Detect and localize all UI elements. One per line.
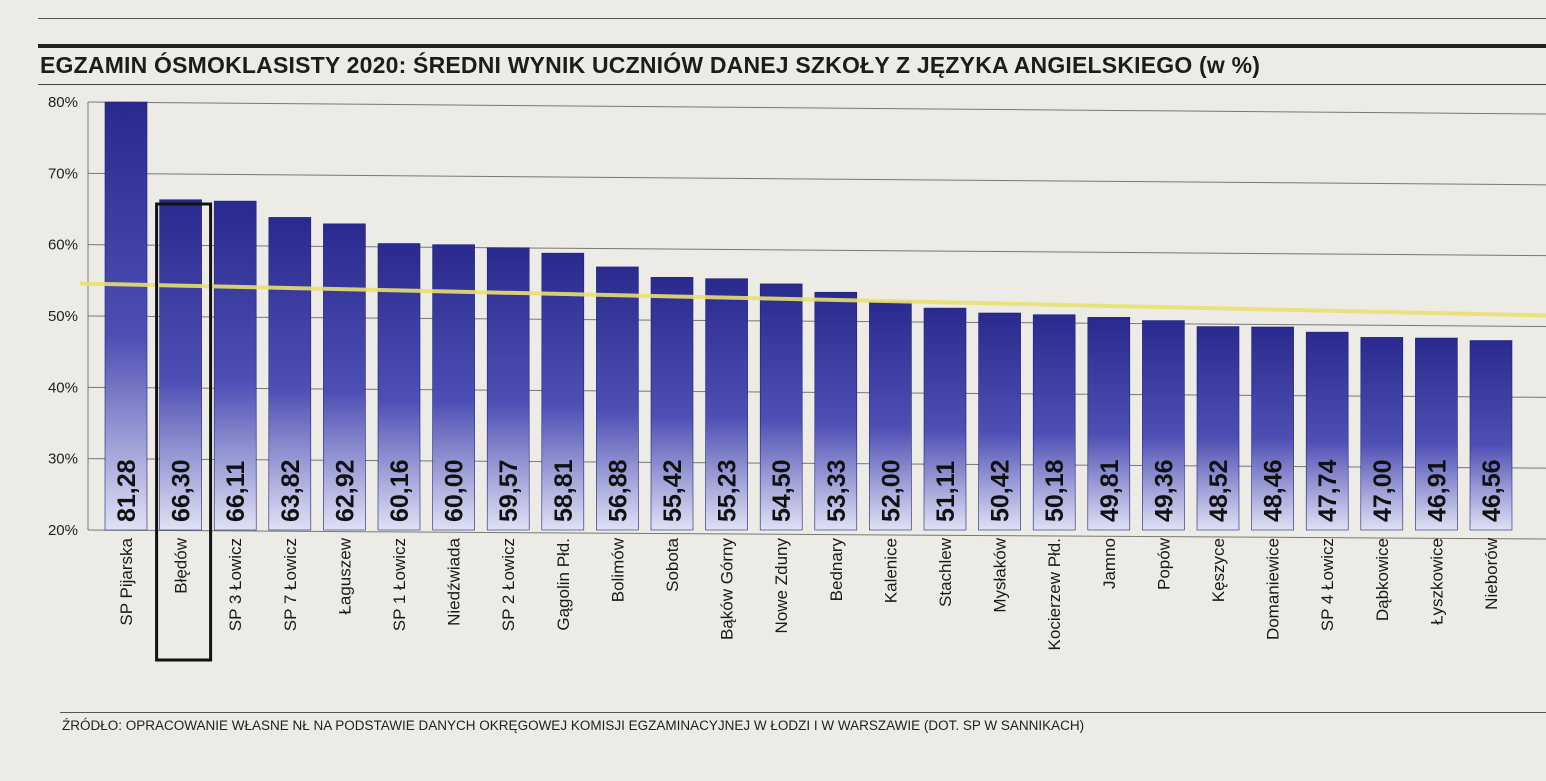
y-tick-label: 50% — [48, 308, 78, 325]
bar-value-label: 58,81 — [550, 459, 578, 522]
bar-value-label: 66,30 — [168, 459, 196, 522]
bar-value-label: 55,23 — [714, 459, 742, 522]
y-tick-label: 60% — [48, 237, 78, 254]
bar-value-label: 48,52 — [1205, 459, 1233, 522]
bar-value-label: 50,18 — [1041, 459, 1069, 522]
category-label: Jamno — [1100, 538, 1119, 589]
category-label: Błędów — [172, 537, 191, 593]
category-labels: SP Pijarska Błędów SP 3 Łowicz SP 7 Łowicz Ł… — [117, 537, 1501, 650]
bar-value-label: 49,81 — [1096, 459, 1124, 522]
bar-value-label: 66,11 — [222, 461, 250, 522]
bar — [104, 101, 148, 531]
bar-value-label: 50,42 — [987, 459, 1015, 522]
bar — [1305, 331, 1349, 531]
category-label: SP 7 Łowicz — [281, 538, 300, 631]
category-label: Bolimów — [608, 537, 627, 602]
bar-value-label: 48,46 — [1260, 459, 1288, 522]
category-label: SP 3 Łowicz — [226, 538, 245, 631]
bar — [1469, 340, 1513, 531]
bar — [1196, 326, 1240, 531]
category-label: Kęszyce — [1209, 538, 1228, 602]
bar-value-label: 54,50 — [768, 459, 796, 522]
category-label: Kocierzew Płd. — [1045, 538, 1064, 650]
bar — [268, 217, 312, 531]
category-label: Mysłaków — [991, 537, 1010, 612]
bar — [159, 199, 202, 531]
bars: 81,28 66,30 66,11 63,82 62,92 60,16 60,00 59,57… — [104, 101, 1513, 531]
bar-value-label: 47,00 — [1369, 459, 1397, 522]
bar — [923, 307, 967, 531]
bar-value-label: 47,74 — [1314, 459, 1342, 522]
bar-value-label: 55,42 — [659, 459, 687, 522]
average-line — [79, 281, 1546, 318]
bar-value-label: 60,00 — [441, 459, 469, 522]
category-label: Stachlew — [936, 537, 955, 607]
category-label: Nowe Zduny — [772, 538, 791, 634]
bar — [1251, 326, 1294, 531]
category-label: Sobota — [663, 537, 682, 591]
category-label: Dąbkowice — [1373, 538, 1392, 621]
category-label: Łaguszew — [335, 537, 354, 614]
bar — [869, 301, 912, 531]
top-rule — [38, 18, 1546, 19]
y-tick-label: 30% — [48, 451, 78, 468]
category-label: Kalenice — [881, 538, 900, 603]
reference-line — [79, 281, 1546, 318]
bar-value-label: 52,00 — [877, 459, 905, 522]
category-label: Bąków Górny — [718, 538, 737, 641]
bar — [650, 277, 694, 531]
category-label: Niedźwiada — [445, 537, 464, 625]
category-label: SP 4 Łowicz — [1318, 538, 1337, 631]
bar-value-label: 56,88 — [604, 459, 632, 522]
category-label: Gągolin Płd. — [554, 538, 573, 631]
bar — [1032, 314, 1076, 531]
highlight-rectangle — [155, 202, 213, 662]
bar-value-label: 59,57 — [495, 459, 523, 522]
bar-value-label: 49,36 — [1150, 459, 1178, 522]
category-label: Bednary — [827, 538, 846, 602]
bar — [1142, 320, 1185, 531]
highlight-box — [155, 202, 213, 662]
y-tick-label: 40% — [48, 379, 78, 396]
y-tick-label: 70% — [48, 165, 78, 182]
category-label: SP 1 Łowicz — [390, 538, 409, 631]
bar — [541, 252, 585, 531]
chart-title: EGZAMIN ÓSMOKLASISTY 2020: ŚREDNI WYNIK … — [40, 52, 1261, 78]
bar — [705, 278, 748, 531]
source-rule — [60, 712, 1546, 713]
bar-value-label: 46,91 — [1423, 459, 1451, 522]
bar-value-label: 81,28 — [113, 459, 141, 522]
bar — [213, 200, 257, 531]
bar-value-label: 51,11 — [932, 461, 960, 522]
bar — [1415, 337, 1458, 531]
bar-value-label: 46,56 — [1478, 459, 1506, 522]
title-underline — [38, 84, 1546, 85]
category-label: Nieborów — [1482, 537, 1501, 610]
title-bar — [38, 44, 1546, 48]
grid-line — [87, 529, 1546, 540]
bar — [978, 312, 1021, 531]
bar-value-label: 53,33 — [823, 459, 851, 522]
y-tick-label: 80% — [48, 94, 78, 111]
source-note: ŹRÓDŁO: OPRACOWANIE WŁASNE NŁ NA PODSTAW… — [62, 718, 1085, 733]
category-label: SP 2 Łowicz — [499, 538, 518, 631]
bar — [323, 223, 366, 531]
category-label: Popów — [1154, 537, 1173, 590]
bar — [1360, 337, 1404, 531]
bar-value-label: 62,92 — [331, 459, 359, 522]
bar — [814, 291, 858, 531]
bar — [596, 266, 639, 531]
category-label: Łyszkowice — [1427, 538, 1446, 625]
bar-value-label: 63,82 — [277, 459, 305, 522]
grid-line — [87, 101, 1546, 115]
category-label: SP Pijarska — [117, 537, 136, 625]
bar-value-label: 60,16 — [386, 459, 414, 522]
y-axis: 80% 70% 60% 50% 40% 30% 20% — [48, 94, 89, 539]
grid-line — [87, 172, 1546, 186]
category-label: Domaniewice — [1264, 538, 1283, 640]
bar — [759, 283, 803, 531]
y-tick-label: 20% — [48, 522, 78, 539]
bar — [1087, 317, 1131, 531]
